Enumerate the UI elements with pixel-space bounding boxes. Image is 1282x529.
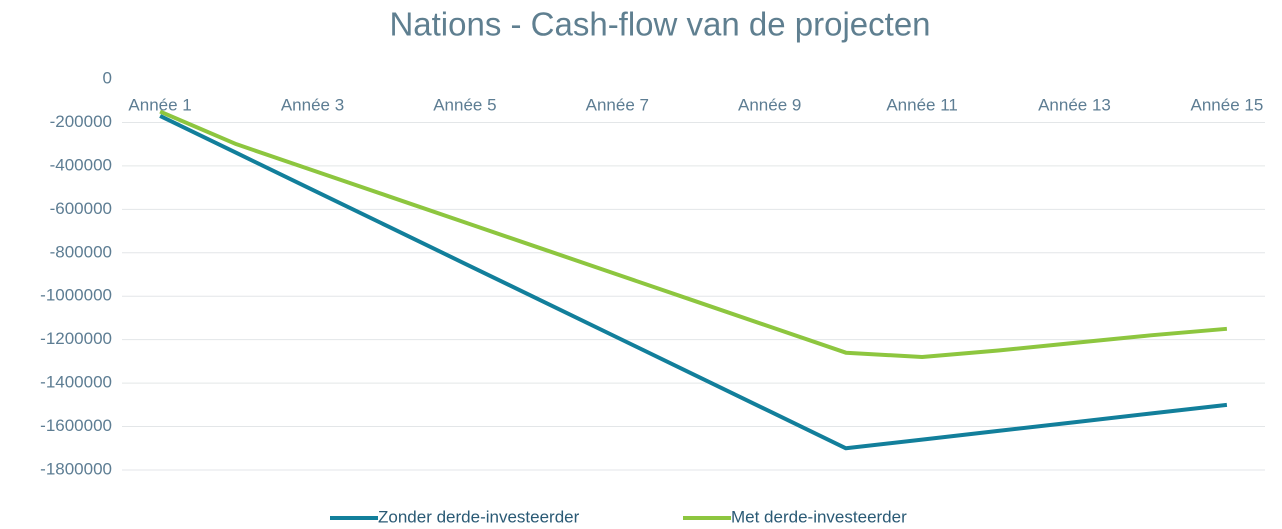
- x-tick-label: Année 5: [433, 95, 496, 114]
- y-tick-label: -1000000: [40, 286, 112, 305]
- x-tick-label: Année 15: [1191, 95, 1264, 114]
- x-tick-label: Année 11: [886, 95, 958, 114]
- series-line: [159, 109, 1228, 360]
- y-tick-label: -1200000: [40, 329, 112, 348]
- y-tick-label: -800000: [50, 242, 112, 261]
- x-tick-label: Année 3: [281, 95, 344, 114]
- y-tick-label: -600000: [50, 199, 112, 218]
- y-tick-label: 0: [103, 68, 112, 87]
- x-tick-label: Année 7: [586, 95, 649, 114]
- y-tick-label: -1400000: [40, 373, 112, 392]
- chart-title: Nations - Cash-flow van de projecten: [389, 6, 930, 43]
- x-tick-label: Année 9: [738, 95, 801, 114]
- series-line: [159, 114, 1228, 451]
- x-tick-label: Année 1: [128, 95, 191, 114]
- y-tick-label: -1800000: [40, 459, 112, 478]
- legend-label: Zonder derde-investeerder: [378, 507, 580, 526]
- x-tick-label: Année 13: [1038, 95, 1111, 114]
- y-tick-label: -200000: [50, 112, 112, 131]
- y-tick-label: -1600000: [40, 416, 112, 435]
- legend-label: Met derde-investeerder: [731, 507, 907, 526]
- y-tick-label: -400000: [50, 155, 112, 174]
